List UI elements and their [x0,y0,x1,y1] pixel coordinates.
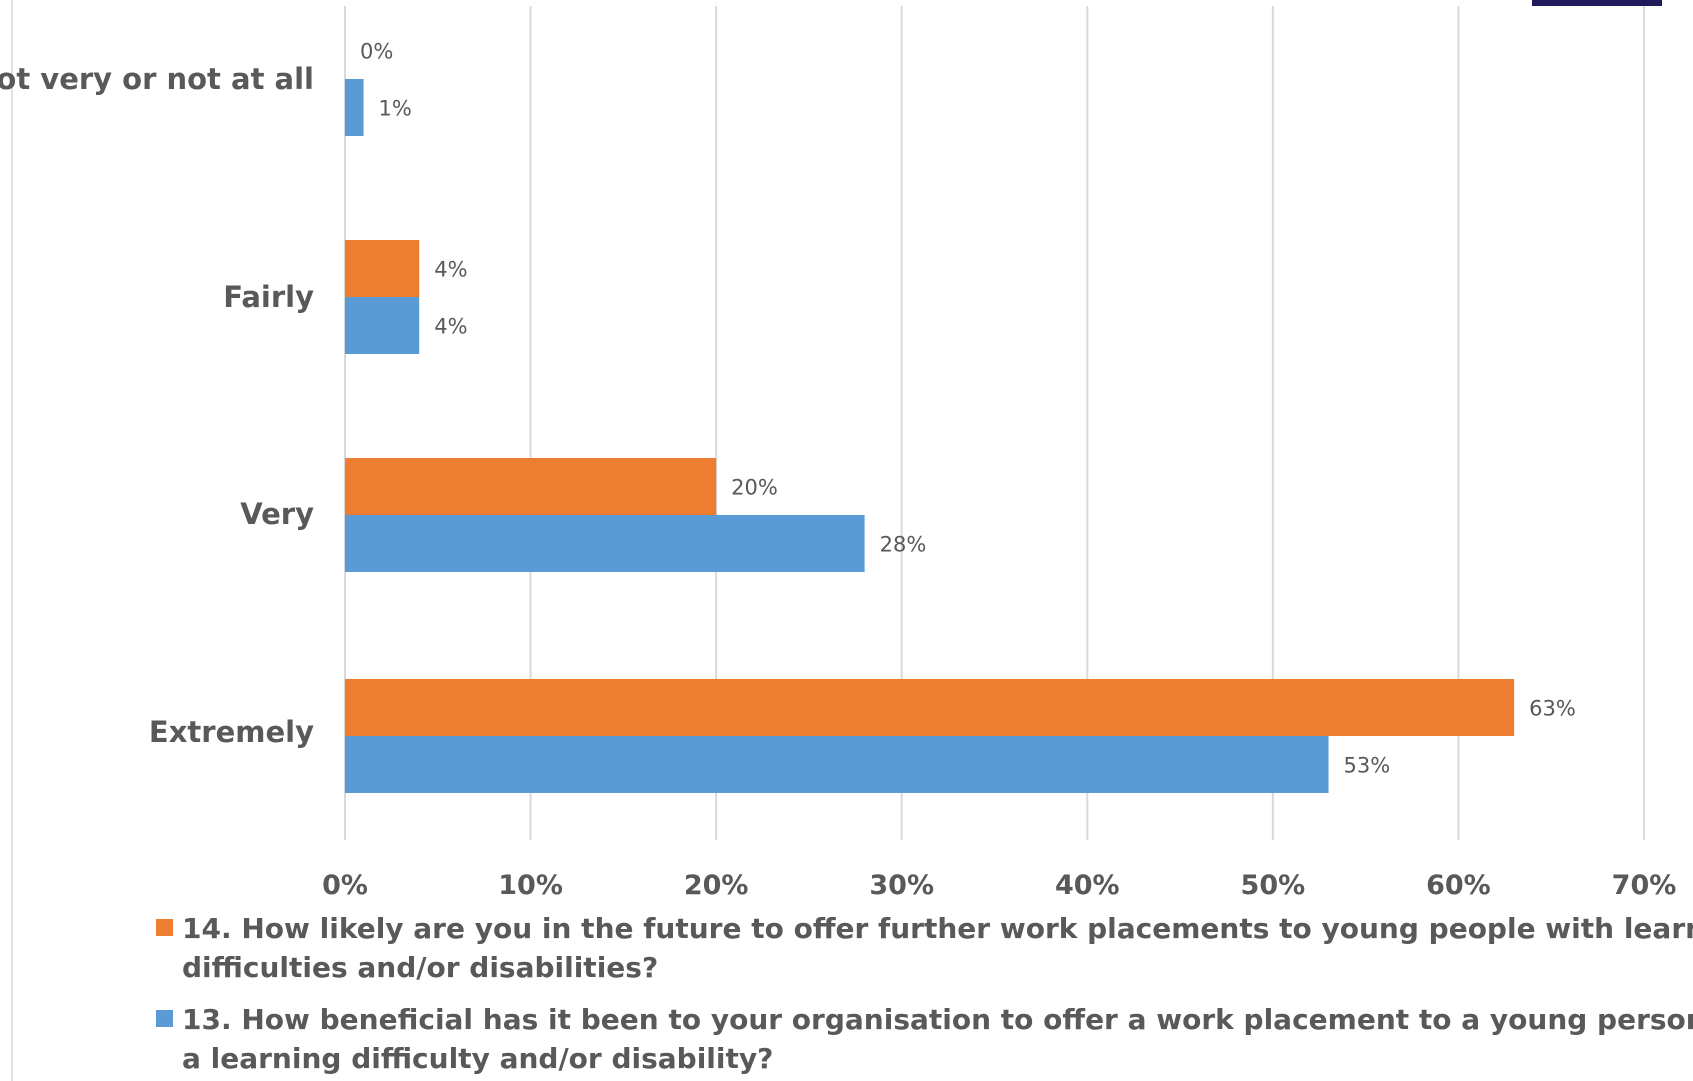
data-label: 0% [360,40,393,64]
x-tick-label: 20% [684,870,749,901]
category-label: Extremely [149,715,314,749]
bar [345,79,364,136]
x-tick-label: 0% [322,870,368,901]
category-labels: Extremely Very Fairly Not very or not at al… [0,62,314,749]
bar [345,515,865,572]
x-tick-label: 40% [1055,870,1120,901]
bar [345,458,717,515]
data-label: 1% [379,97,412,121]
data-labels: 63% 53% 20% 28% 4% 4% 0% 1% [360,40,1576,778]
data-label: 53% [1344,754,1391,778]
category-label: Not very or not at all [0,62,314,96]
legend-text: difficulties and/or disabilities? [182,951,658,984]
corner-dark-mark [1532,0,1662,6]
bar [345,297,420,354]
bars [345,79,1515,793]
x-tick-label: 70% [1612,870,1677,901]
legend-text: a learning difficulty and/or disability? [182,1042,773,1075]
legend-swatch [156,1010,173,1027]
x-tick-label: 60% [1426,870,1491,901]
data-label: 28% [880,533,927,557]
category-label: Fairly [223,280,314,314]
data-label: 4% [434,315,467,339]
x-tick-label: 10% [498,870,563,901]
data-label: 20% [731,476,778,500]
bar [345,240,420,297]
legend: 14. How likely are you in the future to … [156,912,1693,1075]
data-label: 4% [434,258,467,282]
x-tick-labels: 0% 10% 20% 30% 40% 50% 60% 70% [322,870,1676,901]
x-tick-label: 50% [1241,870,1306,901]
bar [345,679,1515,736]
legend-text: 14. How likely are you in the future to … [182,912,1693,945]
x-tick-label: 30% [869,870,934,901]
data-label: 63% [1529,697,1576,721]
legend-text: 13. How beneficial has it been to your o… [182,1003,1693,1036]
bar [345,736,1329,793]
category-label: Very [240,497,314,531]
legend-swatch [156,919,173,936]
